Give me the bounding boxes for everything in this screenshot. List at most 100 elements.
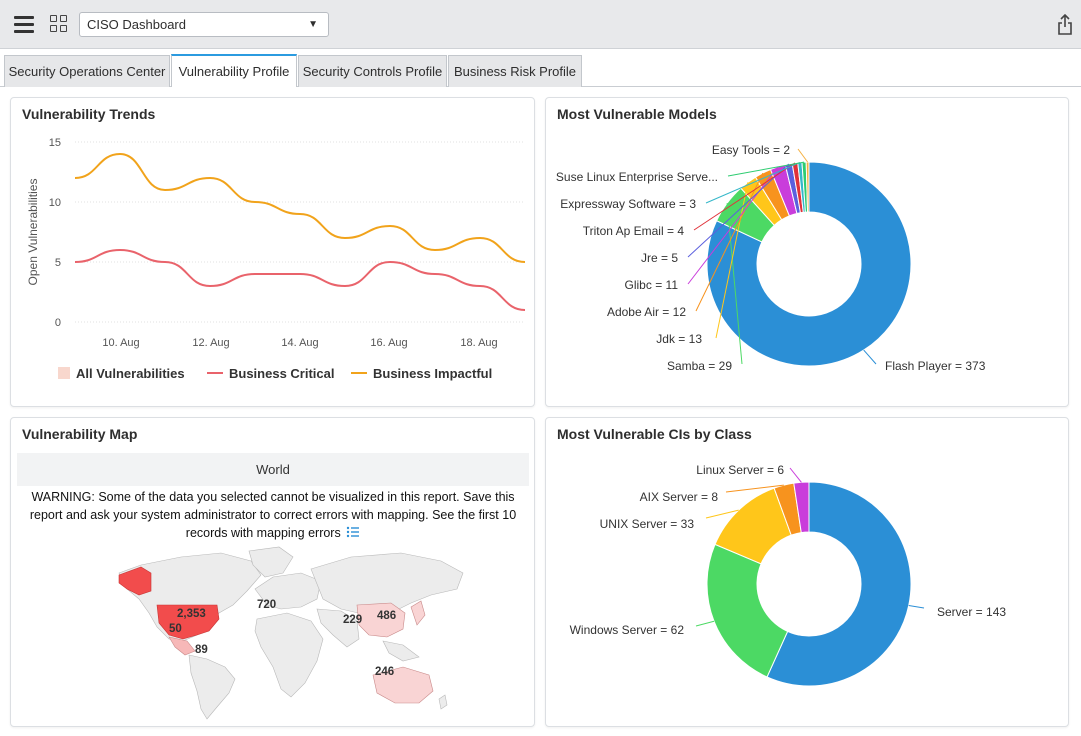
map-region-southeast-asia[interactable] [382, 640, 420, 662]
tab-bar: Security Operations Center Vulnerability… [0, 49, 1081, 87]
tab-security-operations-center[interactable]: Security Operations Center [4, 55, 170, 87]
tab-vulnerability-profile[interactable]: Vulnerability Profile [171, 54, 297, 87]
slice-label: Jre = 5 [641, 251, 678, 265]
tab-business-risk-profile[interactable]: Business Risk Profile [448, 55, 582, 87]
leader-line [695, 620, 715, 627]
leader-line [715, 182, 749, 339]
map-region-greenland[interactable] [248, 546, 294, 578]
legend-swatch [351, 372, 367, 374]
map-count-japan: 486 [377, 610, 396, 622]
map-region-mexico[interactable] [168, 636, 196, 656]
dashboard-select[interactable]: CISO Dashboard ▼ [79, 12, 329, 37]
leader-line [725, 484, 784, 493]
x-tick-label: 16. Aug [370, 337, 407, 349]
legend-swatch [207, 372, 223, 374]
leader-line [705, 509, 739, 519]
map-count-usa: 2,353 [177, 608, 206, 620]
donut-slice[interactable] [706, 161, 912, 367]
series-line-business-impactful[interactable] [74, 152, 526, 263]
slice-label: Triton Ap Email = 4 [583, 224, 685, 238]
map-count-south-america: 89 [195, 644, 208, 656]
slice-label: Flash Player = 373 [885, 359, 986, 373]
slice-label: Adobe Air = 12 [607, 305, 686, 319]
map-region-china[interactable] [356, 602, 406, 638]
map-region-australia[interactable] [372, 666, 434, 704]
x-tick-label: 14. Aug [281, 337, 318, 349]
leader-line [908, 604, 925, 609]
slice-label: Samba = 29 [667, 359, 732, 373]
donut-slice[interactable] [766, 481, 912, 687]
donut-slice[interactable] [706, 543, 789, 678]
top-bar: CISO Dashboard ▼ [0, 0, 1081, 49]
cis-donut-chart: Server = 143 Windows Server = 62 UNIX Serv… [570, 463, 1006, 687]
leader-line [705, 161, 801, 204]
map-region-africa[interactable] [254, 612, 324, 698]
card-title: Vulnerability Map [22, 426, 138, 442]
slice-label: Server = 143 [937, 605, 1006, 619]
share-icon[interactable] [1057, 14, 1073, 36]
legend-business-critical[interactable]: Business Critical [207, 366, 335, 381]
warning-text: WARNING: Some of the data you selected c… [29, 490, 517, 540]
legend-all-vulnerabilities[interactable]: All Vulnerabilities [58, 366, 185, 381]
map-region-europe[interactable] [254, 572, 322, 610]
slice-label: Glibc = 11 [625, 278, 679, 292]
slice-label: Jdk = 13 [656, 332, 702, 346]
x-tick-label: 12. Aug [192, 337, 229, 349]
hamburger-icon[interactable] [14, 16, 34, 33]
leader-line [687, 163, 790, 258]
world-map[interactable]: 2,353 50 89 720 229 486 246 [11, 543, 534, 723]
x-tick-label: 10. Aug [102, 337, 139, 349]
map-count-china: 229 [343, 614, 362, 626]
slice-label: UNIX Server = 33 [600, 517, 695, 531]
legend-label: All Vulnerabilities [76, 366, 185, 381]
y-tick-label: 0 [55, 317, 61, 329]
map-region-middle-east[interactable] [316, 608, 360, 648]
card-title: Most Vulnerable Models [557, 106, 717, 122]
slice-label: Easy Tools = 2 [712, 143, 790, 157]
donut-slice[interactable] [793, 481, 810, 534]
tab-security-controls-profile[interactable]: Security Controls Profile [298, 55, 447, 87]
leader-line [695, 172, 764, 312]
legend-business-impactful[interactable]: Business Impactful [351, 366, 492, 381]
slice-label: Windows Server = 62 [570, 623, 685, 637]
most-vulnerable-cis-card: Most Vulnerable CIs by Class Server = 14… [545, 417, 1069, 727]
trends-chart: 0 5 10 15 Open Vulnerabilities 10. Aug 12. Aug… [26, 137, 526, 349]
list-icon[interactable] [346, 526, 360, 538]
y-axis-label: Open Vulnerabilities [26, 179, 40, 286]
leader-line [693, 162, 796, 231]
slice-label: Linux Server = 6 [696, 463, 784, 477]
series-line-business-critical[interactable] [74, 248, 526, 311]
dashboard-select-value: CISO Dashboard [87, 17, 186, 32]
models-donut-chart: Flash Player = 373 Samba = 29 Jdk = 13 Adob… [556, 143, 986, 373]
map-region-usa[interactable] [156, 604, 220, 640]
map-region-south-america[interactable] [188, 654, 236, 720]
leader-line [687, 166, 779, 285]
vulnerability-trends-card: Vulnerability Trends 0 5 10 15 Open Vulnerab… [10, 97, 535, 407]
slice-label: Suse Linux Enterprise Serve... [556, 170, 718, 184]
vulnerability-map-card: Vulnerability Map World WARNING: Some of… [10, 417, 535, 727]
x-tick-label: 18. Aug [460, 337, 497, 349]
leader-line [863, 349, 877, 365]
card-title: Vulnerability Trends [22, 106, 156, 122]
map-region-japan[interactable] [410, 600, 426, 626]
card-title: Most Vulnerable CIs by Class [557, 426, 752, 442]
world-label: World [17, 453, 529, 486]
map-region-russia[interactable] [310, 552, 464, 616]
slice-label: Expressway Software = 3 [560, 197, 696, 211]
chevron-down-icon: ▼ [308, 19, 318, 30]
map-region-new-zealand[interactable] [438, 694, 448, 710]
slice-label: AIX Server = 8 [640, 490, 719, 504]
legend-label: Business Critical [229, 366, 335, 381]
grid-icon[interactable] [50, 15, 69, 34]
leader-line [727, 161, 805, 177]
mapping-warning: WARNING: Some of the data you selected c… [17, 488, 529, 542]
y-tick-label: 10 [49, 197, 61, 209]
y-tick-label: 5 [55, 257, 61, 269]
map-count-mexico: 50 [169, 623, 182, 635]
map-region-alaska[interactable] [118, 566, 152, 596]
y-tick-label: 15 [49, 137, 61, 149]
legend-swatch [58, 367, 70, 379]
map-count-europe: 720 [257, 599, 276, 611]
most-vulnerable-models-card: Most Vulnerable Models Flash Player = 37… [545, 97, 1069, 407]
leader-line [789, 467, 802, 483]
